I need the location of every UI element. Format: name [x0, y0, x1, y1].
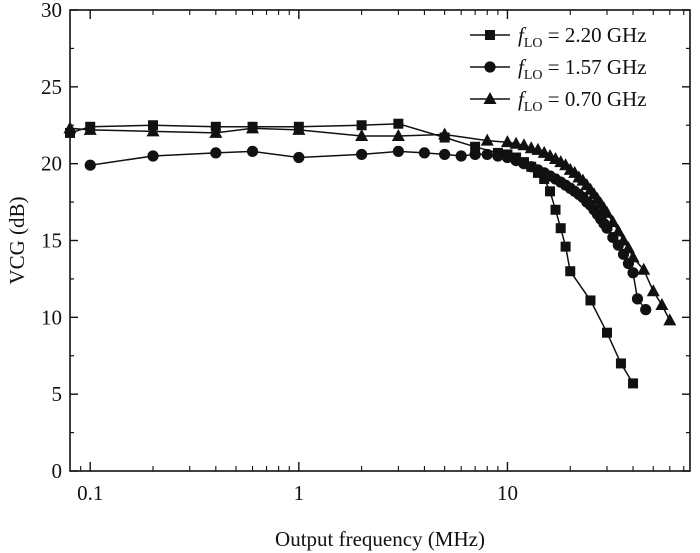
triangle-marker [246, 121, 260, 134]
circle-marker [147, 150, 159, 162]
y-axis-label: VCG (dB) [5, 196, 29, 284]
square-marker [550, 204, 561, 215]
legend-item: fLO = 2.20 GHz [470, 23, 647, 51]
legend-label: fLO = 1.57 GHz [518, 55, 647, 83]
circle-marker [631, 293, 644, 305]
triangle-marker [600, 205, 614, 218]
legend-label: fLO = 0.70 GHz [518, 87, 647, 115]
triangle-marker [292, 122, 306, 135]
triangle-marker [663, 313, 677, 326]
circle-marker [246, 145, 259, 157]
triangle-marker [63, 121, 77, 134]
circle-marker [640, 304, 652, 316]
series-line [69, 122, 634, 384]
circle-marker [627, 267, 639, 279]
circle-marker [492, 150, 504, 162]
circle-marker [293, 151, 305, 164]
circle-marker [481, 148, 493, 161]
triangle-marker [617, 233, 631, 246]
square-marker [628, 378, 639, 389]
circle-marker [392, 145, 404, 157]
triangle-marker [391, 129, 405, 142]
x-tick-label: 1 [294, 481, 305, 505]
y-tick-label: 15 [41, 229, 62, 253]
legend-item: fLO = 0.70 GHz [470, 87, 647, 115]
circle-marker [469, 148, 481, 161]
square-marker [356, 120, 367, 131]
triangle-marker [646, 284, 660, 297]
circle-marker [501, 151, 514, 164]
y-tick-label: 5 [52, 382, 63, 406]
triangle-marker [655, 298, 669, 311]
plot-area [69, 9, 691, 472]
triangle-marker [146, 124, 160, 137]
triangle-marker [606, 215, 620, 228]
series-triangle [63, 121, 677, 326]
triangle-marker [611, 224, 625, 237]
series-line [69, 127, 671, 321]
square-marker [470, 141, 481, 152]
legend-label: fLO = 2.20 GHz [518, 23, 647, 51]
series-layer [63, 118, 677, 389]
circle-marker [455, 150, 467, 162]
triangle-marker [209, 125, 223, 138]
square-marker [615, 358, 626, 369]
triangle-marker [621, 241, 635, 254]
triangle-marker [83, 122, 97, 135]
x-tick-label: 0.1 [77, 481, 103, 505]
triangle-marker [517, 138, 531, 151]
triangle-marker [480, 133, 494, 146]
legend-marker [483, 92, 497, 104]
plot-frame [69, 9, 691, 472]
triangle-marker [637, 262, 651, 275]
y-tick-label: 20 [41, 152, 62, 176]
square-marker [555, 223, 566, 234]
x-tick-label: 10 [497, 481, 518, 505]
triangle-marker [626, 250, 640, 263]
square-marker [560, 241, 571, 252]
square-marker [585, 295, 596, 306]
legend: fLO = 2.20 GHz fLO = 1.57 GHz fLO = 0.70 G… [470, 23, 647, 115]
circle-marker [418, 147, 431, 159]
square-marker [545, 186, 556, 197]
square-marker [539, 174, 550, 185]
circle-marker [84, 159, 96, 171]
circle-marker [356, 148, 368, 161]
legend-item: fLO = 1.57 GHz [470, 55, 647, 83]
triangle-marker [438, 127, 452, 140]
y-axis: 0 5 10 15 20 25 30 [41, 0, 690, 483]
x-axis: 0.1 1 10 [77, 10, 685, 505]
legend-marker [485, 30, 495, 40]
triangle-marker [355, 129, 369, 142]
square-marker [565, 266, 576, 277]
triangle-marker [500, 135, 514, 148]
circle-marker [210, 147, 222, 159]
y-tick-label: 10 [41, 305, 62, 329]
y-tick-label: 25 [41, 75, 62, 99]
x-axis-label: Output frequency (MHz) [275, 527, 485, 551]
y-tick-label: 0 [52, 459, 63, 483]
triangle-marker [509, 136, 523, 149]
square-marker [393, 118, 404, 129]
y-tick-label: 30 [41, 0, 62, 22]
circle-marker [439, 148, 451, 161]
legend-marker [484, 61, 496, 73]
square-marker [601, 327, 612, 338]
